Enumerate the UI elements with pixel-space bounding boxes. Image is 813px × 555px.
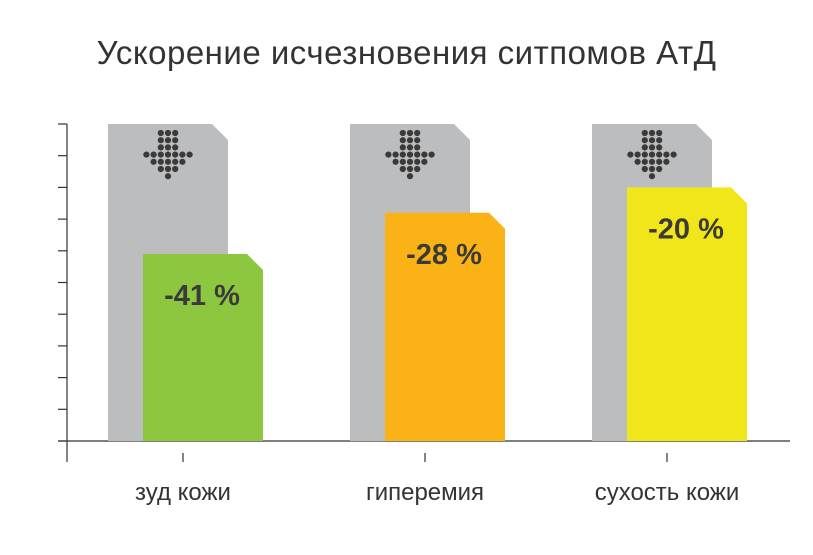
arrow-down-dots-icon <box>627 129 677 180</box>
arrow-down-dots-icon <box>385 129 435 180</box>
arrow-dot <box>179 158 186 165</box>
arrow-dot <box>157 151 164 158</box>
value-bar <box>385 212 505 441</box>
arrow-dot <box>648 173 656 180</box>
arrow-dot <box>414 144 421 151</box>
arrow-dot <box>648 165 656 173</box>
arrow-down-dots-icon <box>143 129 193 180</box>
arrow-dot <box>172 129 179 137</box>
arrow-dot <box>648 151 656 158</box>
arrow-dot <box>399 165 406 173</box>
arrow-dot <box>172 144 179 151</box>
category-label: гиперемия <box>366 479 484 506</box>
value-bar <box>143 253 263 441</box>
category-label: зуд кожи <box>135 479 231 506</box>
arrow-dot <box>164 151 172 158</box>
arrow-dot <box>164 165 172 173</box>
arrow-dot <box>157 165 164 173</box>
arrow-dot <box>172 165 179 173</box>
arrow-dot <box>648 129 656 137</box>
value-bar <box>627 187 747 441</box>
arrow-dot <box>164 137 172 144</box>
arrow-dot <box>406 144 414 151</box>
arrow-dot <box>656 151 663 158</box>
arrow-dot <box>648 144 656 151</box>
arrow-dot <box>179 151 186 158</box>
arrow-dot <box>157 137 164 144</box>
arrow-dot <box>150 151 157 158</box>
bars <box>108 124 747 441</box>
arrow-dot <box>663 151 670 158</box>
arrow-dot <box>641 158 648 165</box>
arrow-dot <box>641 144 648 151</box>
arrow-dot <box>164 173 172 180</box>
arrow-dot <box>656 165 663 173</box>
arrow-dot <box>421 151 428 158</box>
arrow-dot <box>648 158 656 165</box>
arrow-dot <box>164 129 172 137</box>
arrow-dot <box>392 158 399 165</box>
arrow-dot <box>172 151 179 158</box>
arrow-dot <box>150 158 157 165</box>
arrow-dot <box>414 151 421 158</box>
arrow-dot <box>641 137 648 144</box>
arrow-dot <box>627 151 634 158</box>
data-label: -20 % <box>648 213 724 245</box>
arrow-dot <box>399 158 406 165</box>
arrow-dot <box>414 158 421 165</box>
data-label: -41 % <box>164 280 240 312</box>
arrow-dot <box>641 129 648 137</box>
arrow-dot <box>143 151 150 158</box>
arrow-dot <box>421 158 428 165</box>
arrow-dot <box>172 137 179 144</box>
data-label: -28 % <box>406 239 482 271</box>
category-label: сухость кожи <box>595 479 740 506</box>
arrow-dot <box>641 165 648 173</box>
arrow-dot <box>406 165 414 173</box>
arrow-dot <box>157 129 164 137</box>
arrow-dot <box>414 137 421 144</box>
arrow-dot <box>406 173 414 180</box>
arrow-dot <box>656 137 663 144</box>
arrow-dot <box>406 137 414 144</box>
arrow-dot <box>656 158 663 165</box>
arrow-dot <box>157 144 164 151</box>
arrow-dot <box>392 151 399 158</box>
arrow-dot <box>648 137 656 144</box>
arrow-dot <box>186 151 193 158</box>
arrow-dot <box>414 165 421 173</box>
arrow-dot <box>164 144 172 151</box>
arrow-dot <box>157 158 164 165</box>
arrow-dot <box>634 151 641 158</box>
arrow-dot <box>634 158 641 165</box>
arrow-dot <box>164 158 172 165</box>
arrow-dot <box>399 137 406 144</box>
arrow-dot <box>172 158 179 165</box>
arrow-dot <box>663 158 670 165</box>
arrow-dot <box>399 151 406 158</box>
arrow-dot <box>406 151 414 158</box>
arrow-dot <box>406 129 414 137</box>
arrow-dot <box>399 129 406 137</box>
arrow-dot <box>641 151 648 158</box>
arrow-dot <box>670 151 677 158</box>
arrow-dot <box>656 129 663 137</box>
arrow-dot <box>406 158 414 165</box>
arrow-dot <box>656 144 663 151</box>
arrow-dot <box>399 144 406 151</box>
arrow-dot <box>385 151 392 158</box>
arrow-dot <box>428 151 435 158</box>
labels: -41 % зуд кожи -28 % гиперемия -20 % сухость … <box>135 213 739 506</box>
chart-title: Ускорение исчезновения ситпомов АтД <box>96 34 717 71</box>
arrow-dot <box>414 129 421 137</box>
